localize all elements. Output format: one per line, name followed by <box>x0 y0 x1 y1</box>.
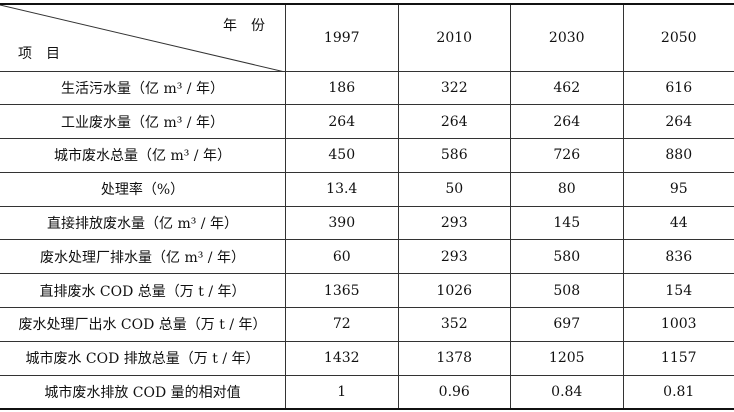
table-row: 工业废水量（亿 m³ / 年） 264 264 264 264 <box>0 104 734 139</box>
cell: 186 <box>285 70 398 105</box>
cell: 264 <box>622 104 734 139</box>
cell: 264 <box>510 104 623 139</box>
table-row: 城市废水总量（亿 m³ / 年） 450 586 726 880 <box>0 138 734 173</box>
cell: 462 <box>510 70 623 105</box>
cell: 264 <box>397 104 511 139</box>
cell: 1026 <box>397 273 511 308</box>
row-label: 直接排放废水量（亿 m³ / 年） <box>0 205 286 240</box>
table-row: 城市废水排放 COD 量的相对值 1 0.96 0.84 0.81 <box>0 374 734 409</box>
cell: 1 <box>285 374 398 409</box>
table-row: 直排废水 COD 总量（万 t / 年） 1365 1026 508 154 <box>0 273 734 308</box>
cell: 697 <box>510 307 623 342</box>
cell: 264 <box>285 104 398 139</box>
cell: 880 <box>622 138 734 173</box>
cell: 293 <box>397 205 511 240</box>
cell: 390 <box>285 205 398 240</box>
row-label: 城市废水 COD 排放总量（万 t / 年） <box>0 340 286 376</box>
cell: 0.81 <box>622 374 734 409</box>
row-label: 直排废水 COD 总量（万 t / 年） <box>0 273 286 308</box>
row-label: 城市废水总量（亿 m³ / 年） <box>0 138 286 173</box>
table-row: 废水处理厂排水量（亿 m³ / 年） 60 293 580 836 <box>0 239 734 274</box>
table-row: 废水处理厂出水 COD 总量（万 t / 年） 72 352 697 1003 <box>0 307 734 342</box>
cell: 72 <box>285 307 398 342</box>
cell: 1205 <box>510 340 623 376</box>
row-label: 工业废水量（亿 m³ / 年） <box>0 104 286 139</box>
cell: 1365 <box>285 273 398 308</box>
row-label: 处理率（%） <box>0 171 286 207</box>
cell: 50 <box>397 171 511 207</box>
corner-cell: 年 份 项 目 <box>0 3 286 72</box>
column-header: 1997 <box>285 3 398 71</box>
cell: 60 <box>285 239 398 274</box>
table-row: 处理率（%） 13.4 50 80 95 <box>0 171 734 207</box>
row-label: 废水处理厂出水 COD 总量（万 t / 年） <box>0 307 286 342</box>
cell: 0.96 <box>397 374 511 409</box>
cell: 154 <box>622 273 734 308</box>
data-table: 年 份 项 目 1997 2010 2030 2050 生活污水量（亿 m³ / 年）… <box>0 3 734 410</box>
cell: 726 <box>510 138 623 173</box>
column-header: 2010 <box>397 3 511 71</box>
cell: 616 <box>622 70 734 105</box>
cell: 13.4 <box>285 171 398 207</box>
cell: 322 <box>397 70 511 105</box>
cell: 44 <box>622 205 734 240</box>
cell: 95 <box>622 171 734 207</box>
diagonal <box>0 5 285 72</box>
table-row: 直接排放废水量（亿 m³ / 年） 390 293 145 44 <box>0 205 734 240</box>
cell: 293 <box>397 239 511 274</box>
cell: 1378 <box>397 340 511 376</box>
cell: 352 <box>397 307 511 342</box>
cell: 580 <box>510 239 623 274</box>
table-row: 城市废水 COD 排放总量（万 t / 年） 1432 1378 1205 1157 <box>0 340 734 376</box>
row-label: 废水处理厂排水量（亿 m³ / 年） <box>0 239 286 274</box>
cell: 145 <box>510 205 623 240</box>
cell: 450 <box>285 138 398 173</box>
corner-top: 年 份 <box>223 18 265 34</box>
cell: 586 <box>397 138 511 173</box>
cell: 836 <box>622 239 734 274</box>
row-label: 城市废水排放 COD 量的相对值 <box>0 374 286 409</box>
header-row: 年 份 项 目 1997 2010 2030 2050 <box>0 3 734 72</box>
cell: 1432 <box>285 340 398 376</box>
column-header: 2050 <box>622 3 734 71</box>
cell: 1003 <box>622 307 734 342</box>
cell: 508 <box>510 273 623 308</box>
column-header: 2030 <box>510 3 623 71</box>
cell: 1157 <box>622 340 734 376</box>
row-label: 生活污水量（亿 m³ / 年） <box>0 70 286 105</box>
table-body: 生活污水量（亿 m³ / 年） 186 322 462 616 工业废水量（亿 m³ / … <box>0 70 734 409</box>
corner-bottom: 项 目 <box>18 45 60 62</box>
table-row: 生活污水量（亿 m³ / 年） 186 322 462 616 <box>0 70 734 105</box>
cell: 80 <box>510 171 623 207</box>
cell: 0.84 <box>510 374 623 409</box>
